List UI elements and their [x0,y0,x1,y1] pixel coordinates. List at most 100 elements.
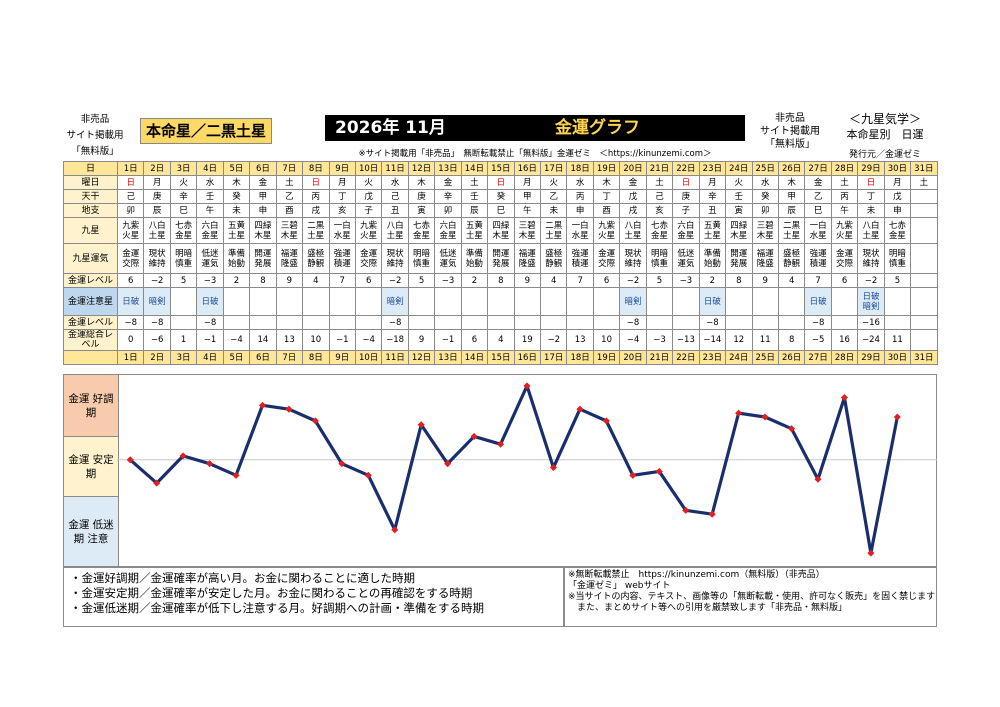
header-left-notes: 非売品 サイト掲載用 「無料版」 [60,112,130,160]
caution-cell [328,287,356,316]
caution-cell [566,287,594,316]
level-cell: −2 [857,273,885,288]
total-label: 金運総合レベル [63,329,118,351]
data-point [549,464,557,472]
kan-cell [910,189,938,204]
weekday-cell: 土 [910,175,938,190]
unki-cell: 準備 始動 [460,243,489,274]
level2-cell: −16 [857,315,885,330]
caution-cell: 日破 暗剣 [857,287,885,316]
day-cell: 18日 [566,161,594,176]
total-cell: −1 [328,329,356,351]
data-point [391,526,399,534]
kyusei-cell: 三碧 木星 [751,217,779,244]
header-left-line: 非売品 [80,114,110,125]
day-cell: 17日 [539,161,568,176]
kyusei-cell: 七赤 金星 [407,217,436,244]
total-cell: 19 [513,329,542,351]
level2-cell [249,315,277,330]
level2-cell [460,315,489,330]
weekday-cell: 金 [249,175,277,190]
unki-cell: 福運 隆盛 [513,243,542,274]
shi-row: 地支卯辰巳午未申酉戌亥子丑寅卯辰巳午未申酉戌亥子丑寅卯辰巳午未申 [63,203,938,218]
day-footer-cell: 27日 [804,350,832,365]
day-cell: 7日 [275,161,304,176]
day-footer-cell: 31日 [910,350,938,365]
shi-cell: 丑 [381,203,409,218]
day-cell: 9日 [328,161,356,176]
day-footer-cell: 19日 [592,350,621,365]
day-footer-cell: 14日 [460,350,489,365]
kan-cell: 己 [381,189,409,204]
day-cell: 31日 [910,161,938,176]
caution-cell [169,287,198,316]
caution-cell [777,287,806,316]
kan-cell: 丙 [566,189,594,204]
weekday-cell: 日 [487,175,515,190]
level-cell: 7 [804,273,832,288]
total-cell: 12 [725,329,753,351]
data-point [602,417,610,425]
kyusei-cell: 二黒 土星 [777,217,806,244]
kan-cell: 壬 [460,189,489,204]
total-cell: −4 [354,329,383,351]
shi-cell: 戌 [619,203,647,218]
unki-cell: 金運 交際 [354,243,383,274]
kan-cell: 甲 [249,189,277,204]
kan-cell: 丁 [592,189,621,204]
weekday-cell: 火 [539,175,568,190]
day-cell: 19日 [592,161,621,176]
zone-good: 金運 好調期 [63,374,119,438]
shi-cell: 申 [249,203,277,218]
shi-cell: 亥 [645,203,674,218]
shi-cell: 巳 [487,203,515,218]
unki-cell: 開運 発展 [487,243,515,274]
unki-cell: 現状 維持 [143,243,171,274]
header-left-line: 「無料版」 [71,146,119,157]
caution-cell [725,287,753,316]
day-footer-cell: 17日 [539,350,568,365]
unki-cell: 強運 積運 [328,243,356,274]
caution-cell [513,287,542,316]
kyusei-cell: 九紫 火星 [116,217,145,244]
total-cell: −6 [143,329,171,351]
unki-cell: 金運 交際 [830,243,859,274]
level-cell: 2 [698,273,727,288]
total-cell: −14 [698,329,727,351]
level-cell: 6 [830,273,859,288]
weekday-cell: 土 [830,175,859,190]
data-point [338,460,346,468]
day-footer-cell: 26日 [777,350,806,365]
graph-title: 金運グラフ [555,118,640,138]
kan-cell: 辛 [434,189,462,204]
kyusei-cell: 一白 水星 [328,217,356,244]
day-footer-cell: 3日 [169,350,198,365]
data-point [153,479,161,487]
header-right-line: 非売品 [775,113,805,124]
kyusei-cell: 三碧 木星 [513,217,542,244]
day-cell: 14日 [460,161,489,176]
unki-cell: 低迷 運気 [434,243,462,274]
shi-label: 地支 [63,203,118,218]
level-cell: 6 [354,273,383,288]
data-point [708,510,716,518]
weekday-cell: 木 [407,175,436,190]
kyusei-cell: 七赤 金星 [883,217,912,244]
category-line: ＜九星気学＞ [848,112,921,126]
kan-cell: 己 [116,189,145,204]
caution-cell [434,287,462,316]
day-footer-cell: 23日 [698,350,727,365]
day-footer-cell: 2日 [143,350,171,365]
level-cell: −3 [434,273,462,288]
data-point [682,506,690,514]
shi-cell: 酉 [275,203,304,218]
day-footer-cell: 5日 [222,350,251,365]
total-cell: 10 [592,329,621,351]
kan-cell: 壬 [725,189,753,204]
data-point [735,409,743,417]
shi-cell: 卯 [116,203,145,218]
publisher: 発行元／金運ゼミ [848,150,921,160]
caution-cell: 暗剣 [381,287,409,316]
day-footer-cell: 22日 [672,350,700,365]
day-footer-cell: 12日 [407,350,436,365]
